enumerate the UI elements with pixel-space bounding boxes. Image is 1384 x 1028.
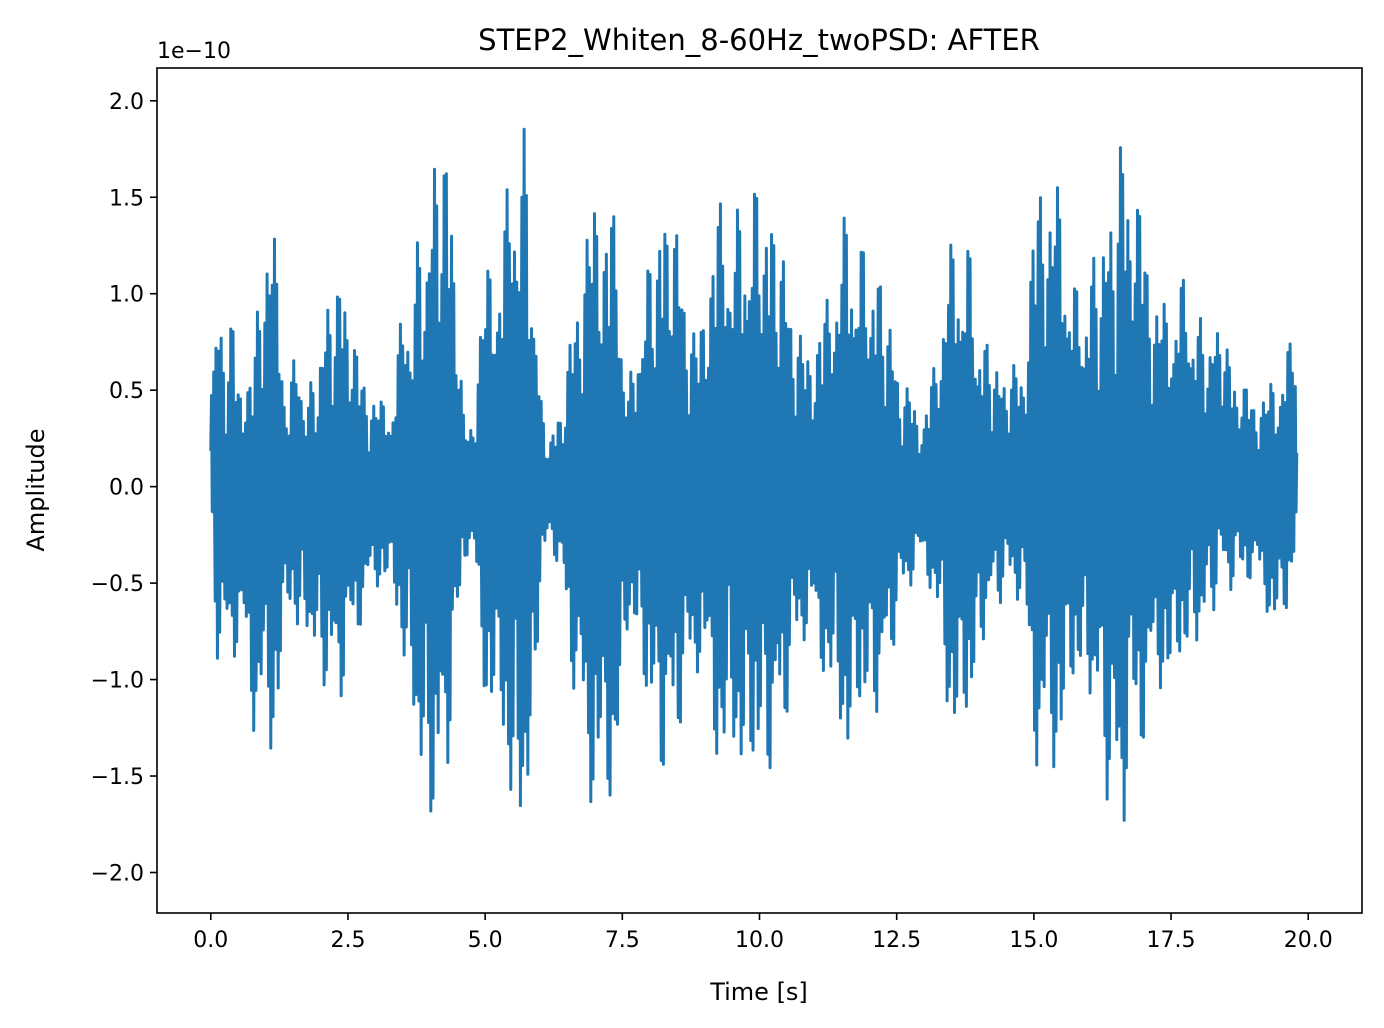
signal-line xyxy=(209,127,1299,822)
y-tick-label: −0.5 xyxy=(91,572,144,597)
x-tick-label: 17.5 xyxy=(1147,928,1196,953)
x-tick-label: 0.0 xyxy=(193,928,228,953)
x-tick-label: 20.0 xyxy=(1284,928,1333,953)
y-tick-label: −1.0 xyxy=(91,669,144,694)
chart-title: STEP2_Whiten_8-60Hz_twoPSD: AFTER xyxy=(478,23,1040,57)
x-tick-label: 2.5 xyxy=(330,928,365,953)
y-tick-label: −1.5 xyxy=(91,765,144,790)
x-tick-label: 15.0 xyxy=(1009,928,1058,953)
x-tick-label: 10.0 xyxy=(735,928,784,953)
x-tick-label: 5.0 xyxy=(468,928,503,953)
x-tick-label: 12.5 xyxy=(872,928,921,953)
y-axis-label: Amplitude xyxy=(22,429,50,552)
y-tick-label: 1.0 xyxy=(109,283,144,308)
y-offset-text: 1e−10 xyxy=(157,39,231,64)
y-tick-label: −2.0 xyxy=(91,861,144,886)
series-layer xyxy=(209,127,1299,822)
y-tick-label: 2.0 xyxy=(109,90,144,115)
x-tick-label: 7.5 xyxy=(605,928,640,953)
x-axis: 0.0 2.5 5.0 7.5 10.0 12.5 15.0 17.5 20.0 xyxy=(193,913,1333,953)
y-tick-label: 0.0 xyxy=(109,476,144,501)
x-axis-label: Time [s] xyxy=(709,978,808,1006)
y-tick-label: 1.5 xyxy=(109,186,144,211)
y-tick-label: 0.5 xyxy=(109,379,144,404)
y-axis: −2.0 −1.5 −1.0 −0.5 0.0 0.5 1.0 1.5 2.0 xyxy=(91,90,157,886)
